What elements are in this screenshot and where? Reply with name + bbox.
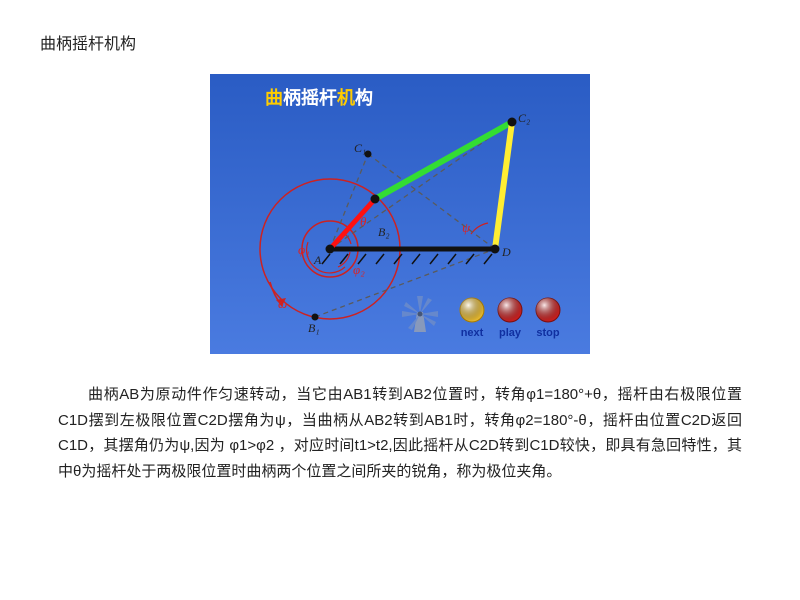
diagram-svg: 曲柄摇杆机构 (210, 74, 590, 354)
mechanism-diagram: 曲柄摇杆机构 (210, 74, 590, 354)
body-text: 曲柄AB为原动件作匀速转动，当它由AB1转到AB2位置时，转角φ1=180°+θ… (40, 382, 760, 484)
svg-text:ω: ω (278, 296, 287, 311)
diagram-bg (210, 74, 590, 354)
svg-text:C₂: C₂ (518, 111, 530, 125)
next-button[interactable]: next (460, 298, 484, 339)
body-paragraph: 曲柄AB为原动件作匀速转动，当它由AB1转到AB2位置时，转角φ1=180°+θ… (58, 382, 742, 484)
svg-text:φ₂: φ₂ (353, 262, 365, 277)
svg-text:A: A (313, 253, 322, 267)
svg-text:φ₁: φ₁ (298, 242, 310, 257)
play-button[interactable]: play (498, 298, 522, 339)
stop-button[interactable]: stop (536, 298, 560, 339)
play-label: play (499, 327, 522, 339)
next-label: next (461, 327, 484, 339)
svg-text:B₂: B₂ (378, 225, 390, 239)
svg-text:θ: θ (360, 214, 367, 229)
svg-text:B₁: B₁ (308, 321, 320, 335)
svg-text:C₁: C₁ (354, 141, 366, 155)
diagram-title: 曲柄摇杆机构 (265, 87, 373, 108)
svg-text:D: D (501, 245, 511, 259)
svg-text:ψ: ψ (462, 220, 471, 235)
stop-label: stop (536, 327, 560, 339)
page-title: 曲柄摇杆机构 (40, 30, 760, 54)
